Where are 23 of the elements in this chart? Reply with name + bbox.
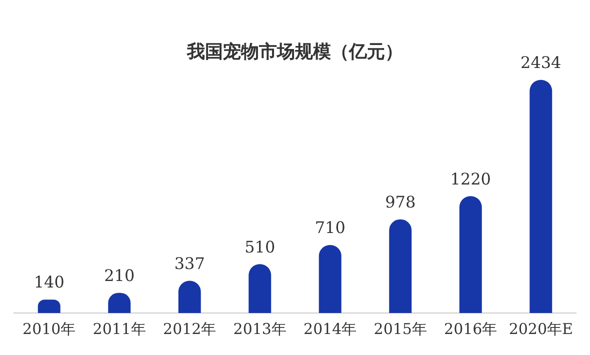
bar bbox=[38, 300, 60, 313]
data-label: 140 bbox=[34, 272, 64, 292]
bar bbox=[389, 219, 412, 313]
data-label: 2434 bbox=[520, 53, 562, 72]
bar bbox=[248, 264, 272, 313]
x-tick-label: 2010年 bbox=[22, 320, 76, 338]
data-label: 978 bbox=[385, 192, 416, 212]
x-tick-label: 2011年 bbox=[92, 320, 146, 338]
data-label: 510 bbox=[244, 237, 276, 256]
x-tick-label: 2013年 bbox=[233, 320, 286, 338]
data-label: 1220 bbox=[450, 169, 491, 188]
bar bbox=[459, 196, 482, 313]
data-label: 710 bbox=[314, 218, 346, 238]
x-tick-label: 2016年 bbox=[444, 320, 498, 338]
data-label: 337 bbox=[174, 254, 205, 273]
chart-title: 我国宠物市场规模（亿元） bbox=[186, 41, 403, 62]
data-label: 210 bbox=[104, 266, 135, 286]
x-tick-label: 2020年E bbox=[508, 320, 573, 338]
x-tick-label: 2014年 bbox=[304, 320, 357, 338]
x-tick-label: 2012年 bbox=[163, 320, 216, 338]
bar bbox=[530, 80, 552, 313]
x-tick-label: 2015年 bbox=[374, 320, 427, 338]
bar bbox=[318, 245, 342, 313]
